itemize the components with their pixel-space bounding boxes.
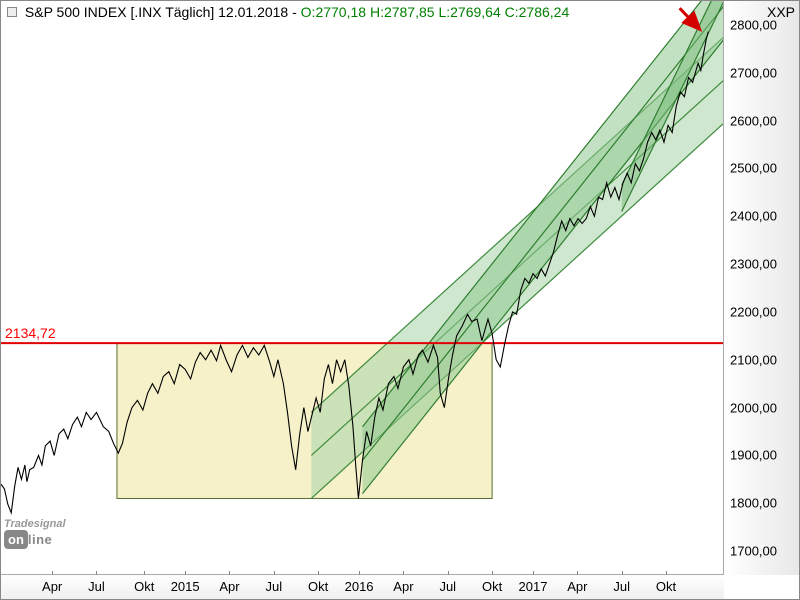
x-axis-label: Apr	[567, 579, 587, 594]
y-axis-label: 2500,00	[730, 161, 777, 176]
brand-rest: line	[28, 532, 52, 547]
low-label: L:	[438, 4, 450, 20]
brand-prefix: on	[4, 530, 28, 549]
y-axis-label: 2400,00	[730, 209, 777, 224]
x-axis-label: Okt	[482, 579, 502, 594]
y-axis-label: 2700,00	[730, 65, 777, 80]
y-axis-label: 2000,00	[730, 400, 777, 415]
high-label: H:	[370, 4, 384, 20]
x-axis-label: Jul	[613, 579, 630, 594]
y-axis-label: 2100,00	[730, 352, 777, 367]
y-axis-label: 1700,00	[730, 544, 777, 559]
chart-svg	[1, 1, 724, 575]
chart-date: 12.01.2018	[218, 4, 288, 20]
x-axis-label: Apr	[42, 579, 62, 594]
y-axis-label: 1800,00	[730, 496, 777, 511]
open-value: 2770,18	[315, 4, 366, 20]
title-checkbox-icon[interactable]	[7, 7, 17, 17]
low-value: 2769,64	[450, 4, 501, 20]
x-axis-label: Okt	[308, 579, 328, 594]
y-axis-label: 2300,00	[730, 257, 777, 272]
chart-container: S&P 500 INDEX [.INX Täglich] 12.01.2018 …	[0, 0, 800, 600]
y-axis-label: 2600,00	[730, 113, 777, 128]
chart-title-bar: S&P 500 INDEX [.INX Täglich] 12.01.2018 …	[7, 4, 569, 20]
x-axis-label: 2017	[519, 579, 548, 594]
x-axis-label: Apr	[393, 579, 413, 594]
x-axis: Apr Jul Okt 2015 Apr Jul Okt 2016 Apr Jul Okt 2017 A…	[1, 574, 724, 599]
x-axis-label: 2015	[171, 579, 200, 594]
high-value: 2787,85	[384, 4, 435, 20]
brand-top: Tradesignal	[4, 520, 66, 530]
y-axis-label: 2200,00	[730, 304, 777, 319]
chart-title: S&P 500 INDEX [.INX Täglich]	[25, 4, 214, 20]
x-axis-label: 2016	[345, 579, 374, 594]
chart-right-label: XXP	[767, 4, 795, 20]
x-axis-label: Apr	[219, 579, 239, 594]
plot-area[interactable]: 2134,72 Tradesignal online	[1, 1, 724, 575]
x-axis-label: Okt	[134, 579, 154, 594]
x-axis-label: Jul	[88, 579, 105, 594]
x-axis-label: Jul	[439, 579, 456, 594]
close-label: C:	[505, 4, 519, 20]
brand-watermark: Tradesignal online	[4, 520, 66, 549]
y-axis-label: 1900,00	[730, 448, 777, 463]
resistance-line-label: 2134,72	[5, 325, 56, 341]
x-axis-label: Okt	[656, 579, 676, 594]
open-label: O:	[301, 4, 316, 20]
y-axis: 2800,002700,002600,002500,002400,002300,…	[723, 1, 799, 575]
close-value: 2786,24	[519, 4, 570, 20]
x-axis-label: Jul	[266, 579, 283, 594]
